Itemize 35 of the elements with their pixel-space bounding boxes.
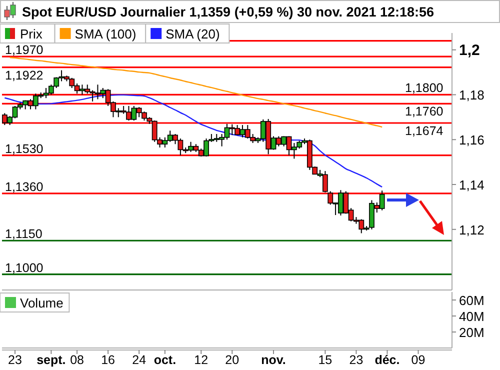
legend-label: SMA (100) [74, 26, 136, 42]
y-tick-label: 1,18 [459, 88, 484, 103]
y-tick-label: 1,14 [459, 178, 484, 193]
legend-label: Prix [20, 26, 43, 42]
ref-line-label: 1,1000 [5, 260, 44, 275]
ref-line-label: 1,1970 [5, 43, 44, 58]
y-tick-label: 20M [459, 325, 484, 340]
ref-line-label: 1,1800 [405, 81, 444, 96]
legend-label: Volume [20, 296, 64, 310]
x-tick-label: 23 [349, 353, 364, 367]
chart-title: Spot EUR/USD Journalier 1,1359 (+0,59 %) 30 nov. 2021 12:18:56 [22, 4, 435, 20]
x-tick-label: 12 [194, 353, 208, 367]
ref-line-label: 1,1150 [5, 227, 42, 242]
ref-line-label: 1,1922 [5, 68, 44, 82]
x-tick-label: sept. [36, 353, 66, 367]
x-tick-label: 16 [101, 353, 116, 367]
ref-line-label: 1,1674 [405, 124, 444, 138]
ref-line-label: 1,1760 [405, 104, 444, 119]
ref-line-label: 1,1360 [5, 180, 44, 194]
x-tick-label: 08 [70, 353, 84, 367]
x-tick-label: 23 [8, 353, 22, 367]
y-tick-label: 1,16 [459, 132, 484, 148]
y-tick-label: 60M [459, 293, 484, 308]
x-tick-label: nov. [261, 353, 286, 367]
x-tick-label: déc. [374, 353, 400, 367]
y-tick-label: 40M [459, 309, 484, 324]
ref-line-label: 1,1530 [5, 142, 44, 156]
x-tick-label: 09 [411, 353, 426, 367]
y-tick-label: 1,2 [459, 42, 480, 59]
x-tick-label: oct. [154, 353, 176, 367]
y-tick-label: 1,12 [459, 222, 484, 238]
legend-label: SMA (20) [166, 26, 220, 42]
x-tick-label: 24 [132, 353, 146, 367]
x-tick-label: 20 [225, 353, 240, 367]
x-tick-label: 15 [318, 353, 332, 367]
